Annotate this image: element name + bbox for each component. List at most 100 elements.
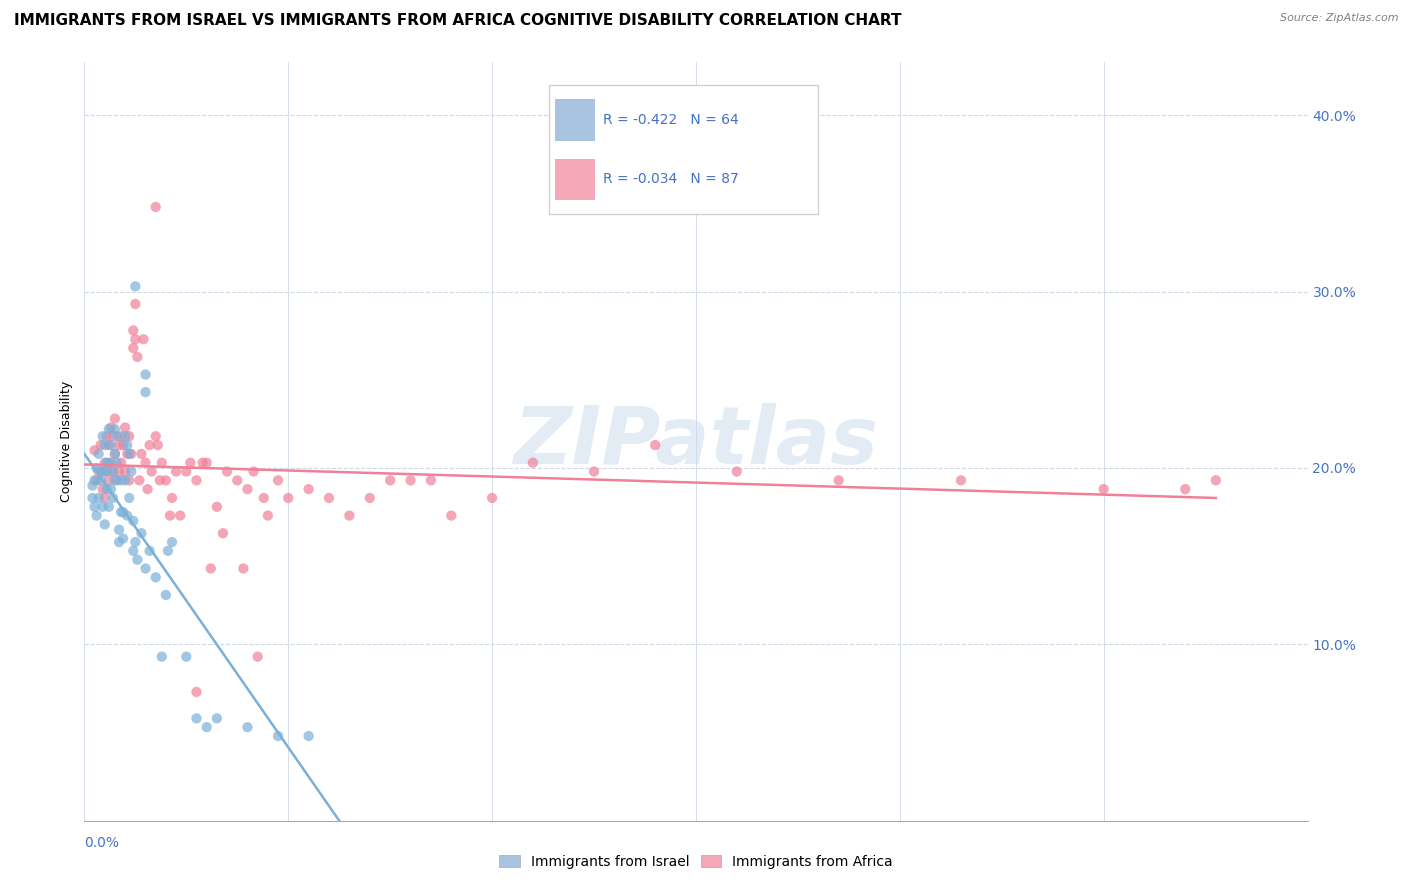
Point — [195, 720, 218, 734]
Point — [160, 535, 183, 549]
Point — [132, 332, 155, 346]
Point — [93, 491, 115, 505]
Point — [100, 438, 122, 452]
Text: 0.0%: 0.0% — [84, 836, 120, 850]
Point — [118, 429, 141, 443]
Point — [174, 649, 197, 664]
Point — [127, 350, 149, 364]
Point — [96, 465, 118, 479]
Point — [155, 588, 177, 602]
Point — [83, 473, 105, 487]
Point — [179, 456, 201, 470]
Point — [96, 429, 118, 443]
Point — [138, 438, 160, 452]
Point — [97, 422, 120, 436]
Point — [169, 508, 191, 523]
Point — [108, 465, 131, 479]
Point — [232, 561, 254, 575]
Point — [200, 561, 222, 575]
Point — [522, 456, 544, 470]
Point — [97, 438, 120, 452]
Point — [114, 465, 136, 479]
Point — [122, 323, 145, 337]
Point — [87, 491, 110, 505]
Point — [135, 456, 157, 470]
Point — [90, 438, 112, 452]
Point — [93, 517, 115, 532]
Point — [114, 473, 136, 487]
Point — [124, 279, 146, 293]
Point — [97, 473, 120, 487]
Point — [298, 482, 321, 496]
Point — [104, 447, 127, 461]
Point — [195, 456, 218, 470]
Point — [399, 473, 422, 487]
Point — [186, 473, 208, 487]
Point — [93, 465, 115, 479]
Point — [104, 422, 127, 436]
Point — [146, 438, 169, 452]
Point — [159, 508, 181, 523]
Point — [124, 535, 146, 549]
Point — [725, 465, 748, 479]
Point — [90, 473, 112, 487]
Point — [104, 411, 127, 425]
Point — [108, 523, 131, 537]
Point — [110, 473, 132, 487]
Point — [124, 332, 146, 346]
Point — [135, 561, 157, 575]
Point — [583, 465, 606, 479]
Point — [950, 473, 973, 487]
Point — [380, 473, 402, 487]
Y-axis label: Cognitive Disability: Cognitive Disability — [60, 381, 73, 502]
Point — [644, 438, 666, 452]
Point — [97, 456, 120, 470]
Point — [242, 465, 264, 479]
Point — [104, 447, 127, 461]
Point — [156, 544, 179, 558]
Point — [122, 341, 145, 355]
Point — [91, 500, 114, 514]
Point — [122, 514, 145, 528]
Point — [160, 491, 183, 505]
Point — [100, 482, 122, 496]
Point — [217, 465, 239, 479]
Point — [108, 438, 131, 452]
Point — [236, 482, 259, 496]
Point — [96, 482, 118, 496]
Point — [82, 491, 104, 505]
Point — [131, 526, 153, 541]
Point — [115, 508, 138, 523]
Point — [267, 473, 290, 487]
Point — [481, 491, 503, 505]
Point — [87, 447, 110, 461]
Point — [91, 429, 114, 443]
Point — [149, 473, 172, 487]
Point — [145, 429, 167, 443]
Text: ZIPatlas: ZIPatlas — [513, 402, 879, 481]
Point — [174, 465, 197, 479]
Point — [124, 297, 146, 311]
Point — [155, 473, 177, 487]
Point — [135, 368, 157, 382]
Point — [82, 478, 104, 492]
Point — [115, 438, 138, 452]
Point — [112, 532, 135, 546]
Point — [101, 429, 124, 443]
Point — [131, 447, 153, 461]
Point — [246, 649, 269, 664]
Point — [318, 491, 340, 505]
Point — [115, 447, 138, 461]
Point — [191, 456, 214, 470]
Point — [120, 465, 142, 479]
Point — [135, 385, 157, 400]
Point — [101, 491, 124, 505]
Point — [1174, 482, 1197, 496]
Point — [339, 508, 361, 523]
Point — [105, 456, 128, 470]
Point — [118, 473, 141, 487]
Point — [136, 482, 159, 496]
Point — [93, 438, 115, 452]
Point — [100, 420, 122, 434]
Point — [83, 500, 105, 514]
